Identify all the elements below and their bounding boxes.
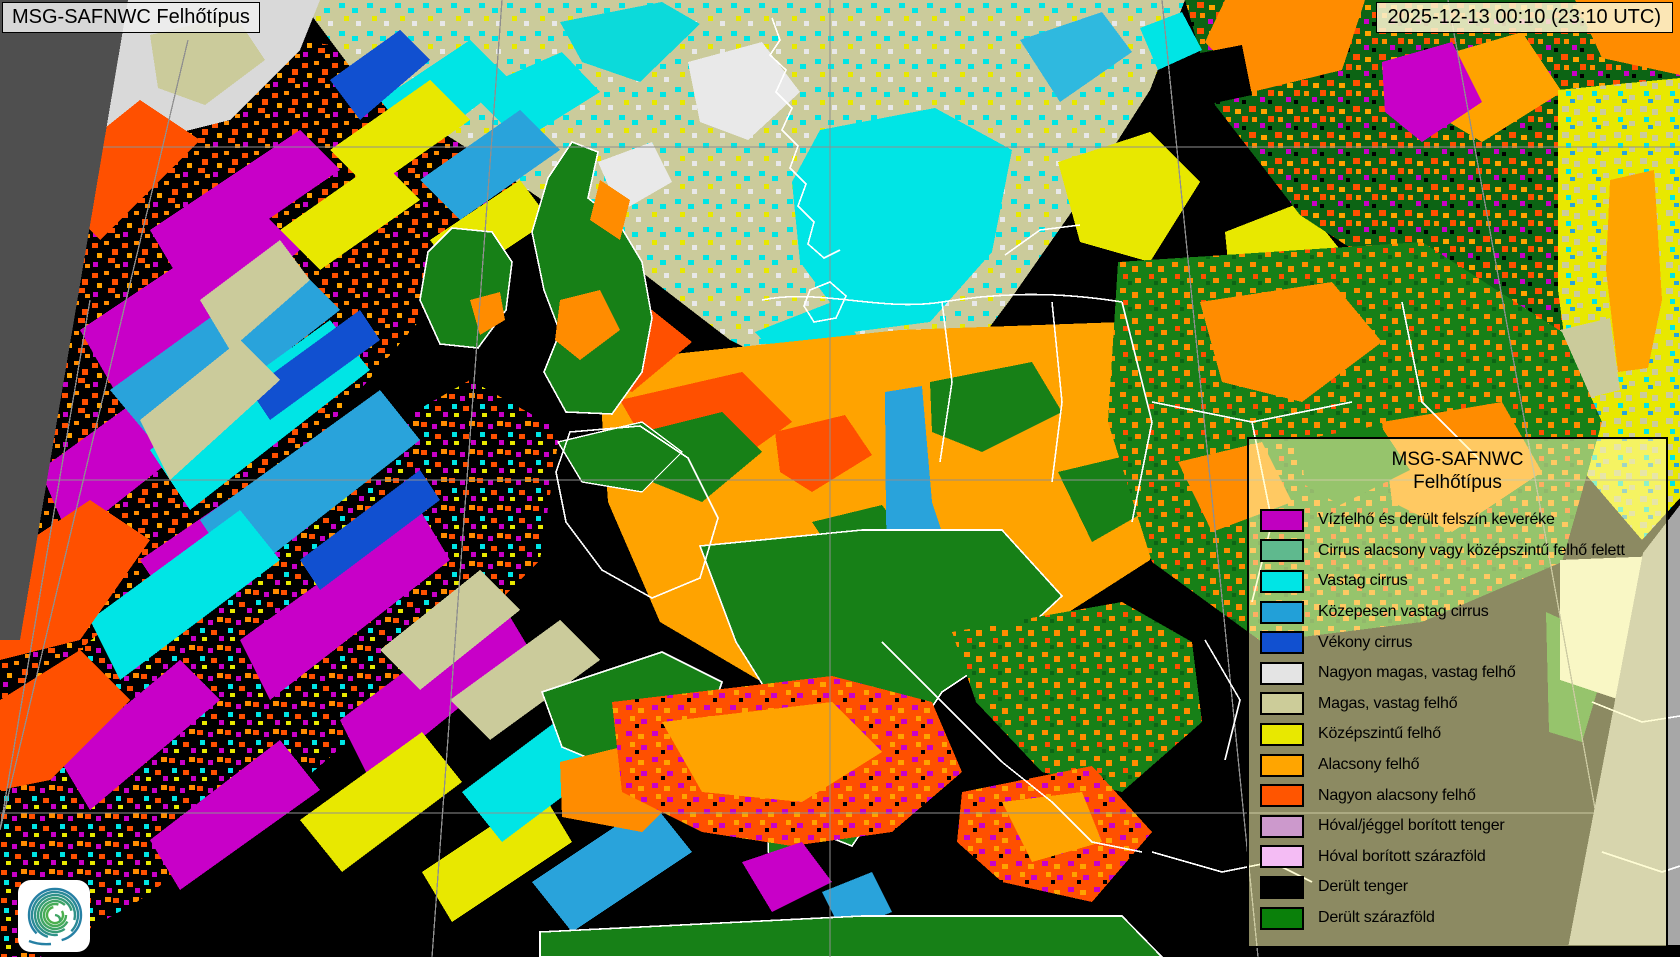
legend-item: Magas, vastag felhő [1249, 689, 1666, 720]
legend-item-label: Derült tenger [1318, 878, 1408, 896]
legend-item-label: Közepesen vastag cirrus [1318, 603, 1489, 621]
legend-item-label: Vízfelhő és derült felszín keveréke [1318, 511, 1555, 529]
legend-item: Vízfelhő és derült felszín keveréke [1249, 505, 1666, 536]
legend-item: Középszintű felhő [1249, 719, 1666, 750]
legend-color-swatch [1260, 631, 1304, 655]
legend-item-label: Nagyon magas, vastag felhő [1318, 664, 1516, 682]
legend-item-label: Hóval/jéggel borított tenger [1318, 817, 1505, 835]
legend-item-label: Hóval borított szárazföld [1318, 847, 1486, 865]
legend-item-label: Vastag cirrus [1318, 572, 1408, 590]
legend-item-label: Vékony cirrus [1318, 633, 1413, 651]
legend-color-swatch [1260, 845, 1304, 869]
legend-color-swatch [1260, 753, 1304, 777]
legend-color-swatch [1260, 784, 1304, 808]
timestamp-label: 2025-12-13 00:10 (23:10 UTC) [1375, 2, 1673, 33]
product-title-label: MSG-SAFNWC Felhőtípus [2, 2, 260, 33]
spiral-logo-icon [27, 887, 83, 946]
legend-item: Nagyon magas, vastag felhő [1249, 658, 1666, 689]
legend-item-label: Magas, vastag felhő [1318, 694, 1458, 712]
legend-color-swatch [1260, 569, 1304, 593]
legend-item: Nagyon alacsony felhő [1249, 780, 1666, 811]
legend-color-swatch [1260, 906, 1304, 930]
legend-item: Derült tenger [1249, 872, 1666, 903]
legend-color-swatch [1260, 539, 1304, 563]
legend-item: Derült szárazföld [1249, 903, 1666, 934]
legend-color-swatch [1260, 692, 1304, 716]
legend-item-label: Alacsony felhő [1318, 756, 1420, 774]
legend-color-swatch [1260, 600, 1304, 624]
legend-item-label: Nagyon alacsony felhő [1318, 786, 1476, 804]
legend-color-swatch [1260, 875, 1304, 899]
legend-item: Hóval/jéggel borított tenger [1249, 811, 1666, 842]
legend-color-swatch [1260, 508, 1304, 532]
legend-item: Közepesen vastag cirrus [1249, 597, 1666, 628]
legend-item-label: Derült szárazföld [1318, 909, 1435, 927]
legend-item: Cirrus alacsony vagy középszintű felhő f… [1249, 536, 1666, 567]
legend-title-line1: MSG-SAFNWC [1391, 449, 1524, 470]
legend-item: Vastag cirrus [1249, 566, 1666, 597]
legend-color-swatch [1260, 814, 1304, 838]
legend-item: Hóval borított szárazföld [1249, 842, 1666, 873]
legend-item-label: Középszintű felhő [1318, 725, 1441, 743]
timestamp-text: 2025-12-13 00:10 (23:10 UTC) [1387, 6, 1662, 28]
legend-panel: MSG-SAFNWC Felhőtípus Vízfelhő és derült… [1247, 437, 1668, 948]
product-title-text: MSG-SAFNWC Felhőtípus [12, 6, 250, 28]
legend-items: Vízfelhő és derült felszín keveréke Cirru… [1249, 505, 1666, 933]
legend-item-label: Cirrus alacsony vagy középszintű felhő f… [1318, 541, 1625, 559]
legend-color-swatch [1260, 661, 1304, 685]
meteorological-service-logo [18, 880, 90, 952]
legend-color-swatch [1260, 722, 1304, 746]
legend-title-line2: Felhőtípus [1413, 472, 1502, 493]
legend-item: Alacsony felhő [1249, 750, 1666, 781]
legend-item: Vékony cirrus [1249, 627, 1666, 658]
